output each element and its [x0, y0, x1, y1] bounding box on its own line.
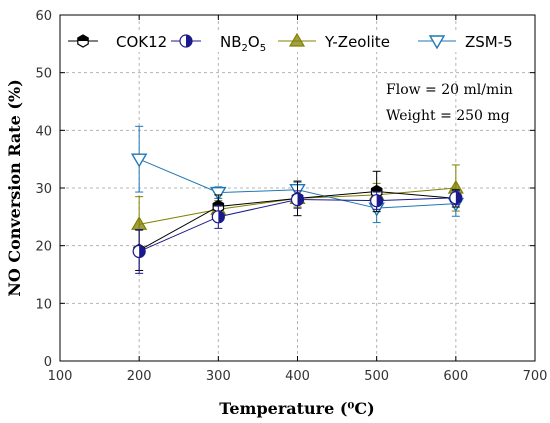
data-point-marker — [210, 186, 227, 202]
data-point-fill — [376, 194, 383, 207]
x-tick-label: 400 — [285, 369, 310, 384]
legend-label-y-zeolite: Y-Zeolite — [324, 33, 390, 51]
data-point-fill — [139, 245, 146, 258]
y-tick-label: 40 — [35, 124, 52, 139]
legend: COK12 NB2O5 Y-Zeolite ZSM-5 — [64, 30, 529, 54]
data-point-fill — [218, 210, 225, 223]
data-point-marker — [288, 32, 306, 47]
y-tick-label: 0 — [44, 355, 52, 370]
y-tick-label: 50 — [35, 67, 52, 82]
y-tick-label: 30 — [35, 182, 52, 197]
x-axis-title: Temperature (⁰C) — [219, 399, 374, 418]
x-tick-label: 600 — [443, 369, 468, 384]
y-tick-label: 60 — [35, 9, 52, 24]
x-tick-label: 300 — [206, 369, 231, 384]
x-tick-label: 500 — [364, 369, 389, 384]
legend-marks — [68, 32, 456, 50]
y-tick-label: 20 — [35, 240, 52, 255]
annotation-weight: Weight = 250 mg — [386, 108, 510, 124]
data-point-fill — [455, 191, 462, 204]
x-tick-label: 200 — [127, 369, 152, 384]
y-axis-title: NO Conversion Rate (%) — [5, 79, 24, 297]
legend-label-zsm5: ZSM-5 — [465, 33, 513, 51]
legend-label-nb2o5: NB2O5 — [220, 33, 266, 54]
data-point-fill — [371, 185, 382, 192]
data-point-marker — [428, 35, 446, 50]
axis-ticks: 100 200 300 400 500 600 700 0 10 20 30 40 50 60 — [35, 9, 547, 384]
x-tick-label: 100 — [48, 369, 73, 384]
y-tick-label: 10 — [35, 297, 52, 312]
data-point-fill — [186, 35, 192, 47]
data-point-fill — [77, 35, 89, 41]
data-point-marker — [130, 153, 148, 168]
x-tick-label: 700 — [523, 369, 548, 384]
annotation-flow: Flow = 20 ml/min — [386, 82, 513, 98]
legend-label-cok12: COK12 — [116, 33, 167, 51]
data-point-fill — [297, 193, 304, 206]
series-1 — [132, 190, 463, 274]
series-layer — [130, 125, 465, 274]
